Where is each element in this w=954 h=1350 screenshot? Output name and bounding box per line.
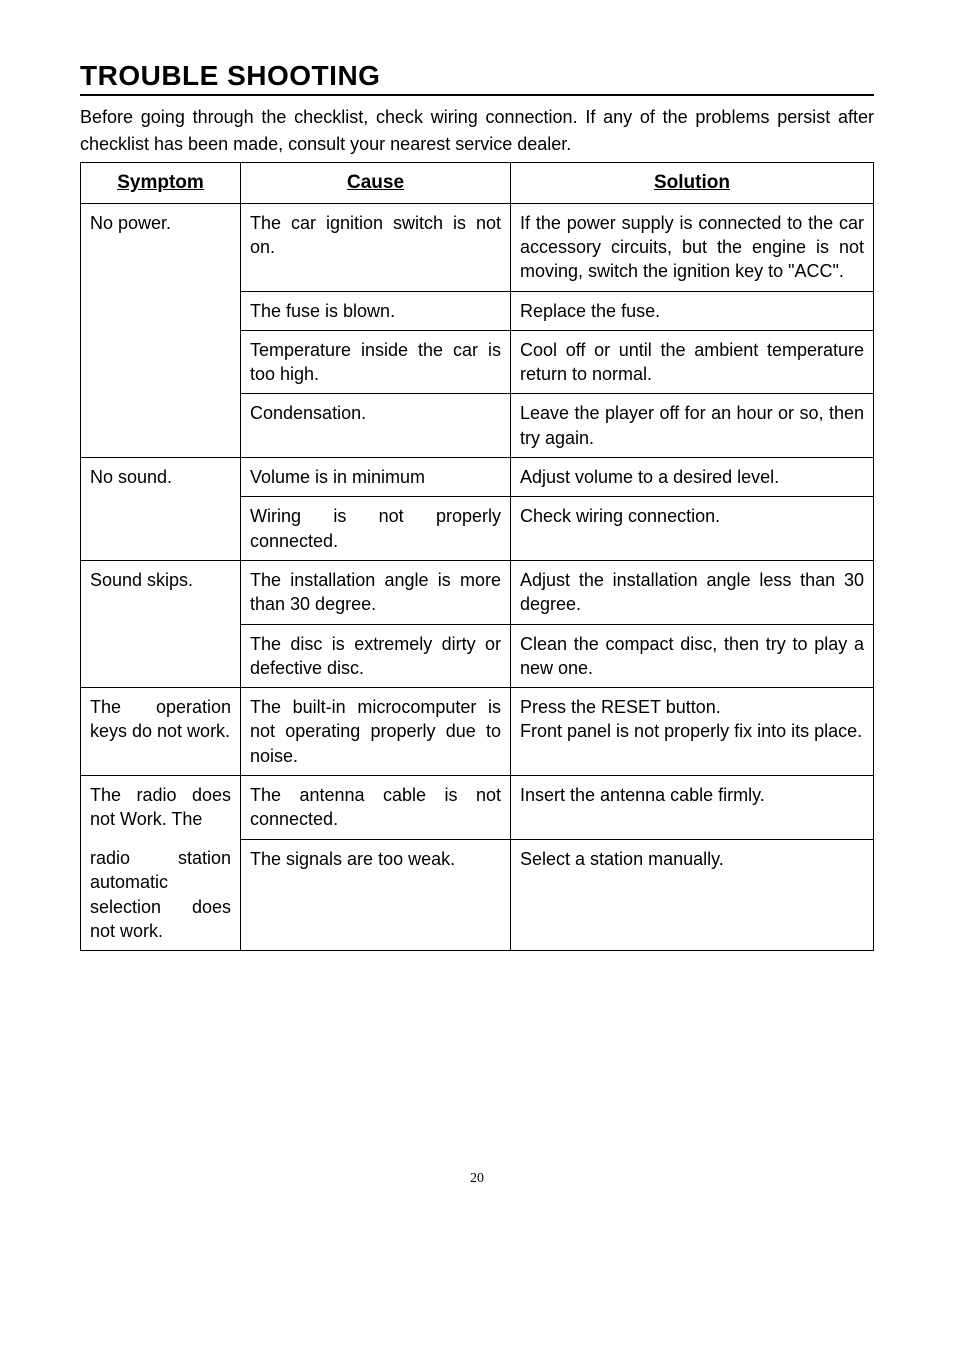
solution-cell: Replace the fuse. — [511, 291, 874, 330]
table-row: Wiring is not properly connected. Check … — [81, 497, 874, 561]
solution-cell: Insert the antenna cable firmly. — [511, 775, 874, 839]
solution-cell: Adjust volume to a desired level. — [511, 458, 874, 497]
symptom-cell-empty — [81, 624, 241, 688]
table-row: The operation keys do not work. The buil… — [81, 688, 874, 776]
symptom-cell-empty — [81, 330, 241, 394]
cause-cell: Temperature inside the car is too high. — [241, 330, 511, 394]
symptom-cell: radio station automatic selection does n… — [81, 839, 241, 951]
solution-cell: Clean the compact disc, then try to play… — [511, 624, 874, 688]
symptom-cell: The radio does not Work. The — [81, 775, 241, 839]
solution-cell: Cool off or until the ambient temperatur… — [511, 330, 874, 394]
symptom-cell-empty — [81, 291, 241, 330]
title-underline — [80, 94, 874, 96]
table-row: Sound skips. The installation angle is m… — [81, 560, 874, 624]
header-solution: Solution — [511, 163, 874, 204]
table-row: radio station automatic selection does n… — [81, 839, 874, 951]
cause-cell: Wiring is not properly connected. — [241, 497, 511, 561]
solution-cell: Adjust the installation angle less than … — [511, 560, 874, 624]
cause-cell: The built-in microcomputer is not operat… — [241, 688, 511, 776]
symptom-cell: Sound skips. — [81, 560, 241, 624]
symptom-cell: No power. — [81, 203, 241, 291]
cause-cell: The disc is extremely dirty or defective… — [241, 624, 511, 688]
page-number: 20 — [80, 1171, 874, 1187]
table-row: Temperature inside the car is too high. … — [81, 330, 874, 394]
table-row: The fuse is blown. Replace the fuse. — [81, 291, 874, 330]
page-title: TROUBLE SHOOTING — [80, 60, 874, 92]
cause-cell: The car ignition switch is not on. — [241, 203, 511, 291]
symptom-cell-empty — [81, 497, 241, 561]
symptom-cell: No sound. — [81, 458, 241, 497]
table-row: The disc is extremely dirty or defective… — [81, 624, 874, 688]
cause-cell: Volume is in minimum — [241, 458, 511, 497]
cause-cell: Condensation. — [241, 394, 511, 458]
table-header-row: Symptom Cause Solution — [81, 163, 874, 204]
solution-cell: Leave the player off for an hour or so, … — [511, 394, 874, 458]
cause-cell: The installation angle is more than 30 d… — [241, 560, 511, 624]
cause-cell: The signals are too weak. — [241, 839, 511, 951]
cause-cell: The antenna cable is not connected. — [241, 775, 511, 839]
table-row: Condensation. Leave the player off for a… — [81, 394, 874, 458]
symptom-cell: The operation keys do not work. — [81, 688, 241, 776]
intro-text: Before going through the checklist, chec… — [80, 104, 874, 158]
solution-cell: Check wiring connection. — [511, 497, 874, 561]
table-row: No sound. Volume is in minimum Adjust vo… — [81, 458, 874, 497]
header-cause: Cause — [241, 163, 511, 204]
header-symptom: Symptom — [81, 163, 241, 204]
troubleshoot-table: Symptom Cause Solution No power. The car… — [80, 162, 874, 951]
solution-cell: Select a station manually. — [511, 839, 874, 951]
solution-cell: Press the RESET button. Front panel is n… — [511, 688, 874, 776]
cause-cell: The fuse is blown. — [241, 291, 511, 330]
symptom-cell-empty — [81, 394, 241, 458]
table-row: No power. The car ignition switch is not… — [81, 203, 874, 291]
table-row: The radio does not Work. The The antenna… — [81, 775, 874, 839]
solution-cell: If the power supply is connected to the … — [511, 203, 874, 291]
